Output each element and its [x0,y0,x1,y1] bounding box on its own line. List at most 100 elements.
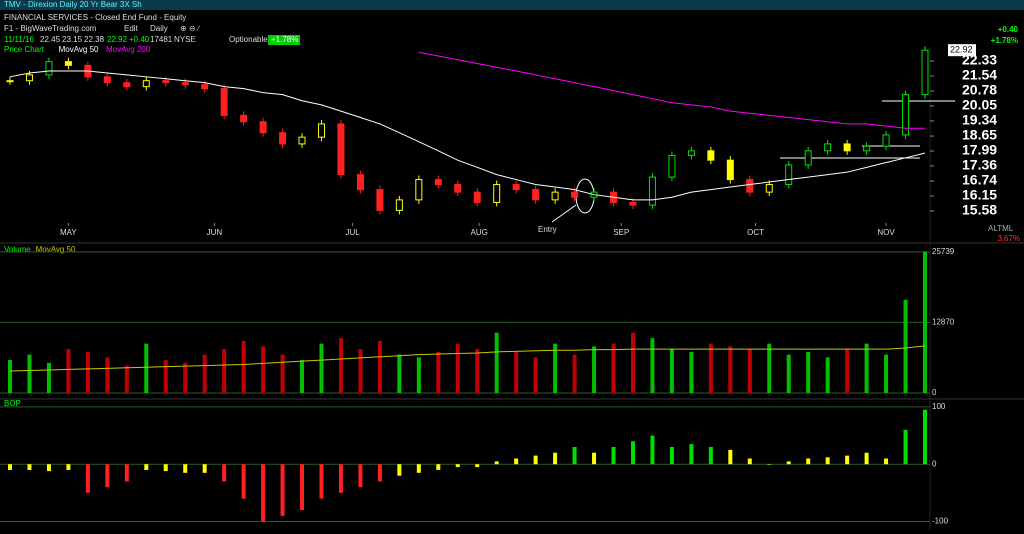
price-tick-label: 20.05 [962,97,997,113]
bop-bar [124,464,129,482]
volume-bar [553,343,558,393]
last-price-box [948,44,976,57]
candle [726,159,734,181]
bop-bar [728,449,733,465]
y-tick-label: 100 [932,402,946,411]
candle [687,150,695,156]
bop-bar [747,458,752,465]
candle [162,80,170,84]
right-change: +0.40 [998,25,1019,34]
bop-bar [261,464,266,522]
candle [337,123,345,176]
bop-bar [923,409,927,465]
candle [863,145,871,152]
annotation: Entry [538,225,557,234]
x-tick-label: JUN [207,228,223,237]
volume-bar [923,251,927,393]
y-tick-label: 0 [932,459,937,468]
volume-bar [747,349,752,393]
bop-bar [845,455,850,465]
candle [376,189,384,211]
candle [356,174,364,191]
candle [473,191,481,203]
volume-bar [845,349,850,393]
candle [201,84,209,90]
candle [921,49,929,96]
volume-bar [514,351,519,393]
candle [707,150,715,161]
period[interactable]: Daily [150,24,168,33]
price-tick-label: 19.34 [962,112,997,128]
candle [25,74,33,82]
edit-button[interactable]: Edit [124,24,139,33]
bop-bar [884,458,889,465]
price-tick-label: 20.78 [962,82,997,98]
exchange: NYSE [174,35,196,44]
legend-entry: MovAvg 50 [36,245,76,254]
tools[interactable]: ⊕ ⊖ ∕ [180,24,201,33]
volume-bar [358,349,363,393]
volume-bar [455,343,460,393]
x-tick-label: MAY [60,228,77,237]
volume-bar [241,340,246,393]
volume-bar [338,338,343,393]
volume-bar [377,340,382,393]
moving-average [9,345,926,372]
volume-bar [66,349,71,393]
bop-bar [592,452,597,465]
candle [843,143,851,152]
bop-bar [455,464,460,468]
sector: FINANCIAL SERVICES - Closed End Fund - E… [4,13,186,22]
bop-bar [241,464,246,499]
volume-bar [728,346,733,393]
volume-bar [416,357,421,393]
volume-bar [669,349,674,393]
moving-average [9,70,926,201]
volume-bar [202,354,207,393]
candle [765,184,773,193]
candle [668,154,676,178]
bop-bar [280,464,285,516]
optionable: Optionable [229,35,268,44]
bop-bar [163,464,168,472]
candle [454,184,462,193]
layout[interactable]: F1 - BigWaveTrading.com [4,24,97,33]
symbol: TMV - Direxion Daily 20 Yr Bear 3X Sh [4,0,142,9]
high: 23.15 [62,35,83,44]
legend-entry: MovAvg 50 [59,45,99,54]
change-pct: +1.78% [271,35,298,44]
candle [902,94,910,136]
change: +0.40 [129,35,150,44]
bop-bar [144,464,149,470]
bop-bar [8,464,12,470]
volume-bar [650,338,655,393]
candle [648,176,656,206]
bop-bar [611,447,616,465]
bop-bar [689,444,694,465]
y-tick-label: 12870 [932,318,955,327]
candle [64,61,72,66]
title-bar [0,0,1024,10]
bop-bar [494,461,499,465]
bop-bar [650,435,655,465]
volume-bar [222,349,227,393]
candle [512,184,520,191]
volume-bar [85,351,90,393]
candle [123,82,131,88]
bop-bar [436,464,441,470]
open: 22.45 [40,35,61,44]
bop-bar [572,447,577,465]
volume-bar [630,332,635,393]
volume-bar [183,362,188,393]
bop-bar [903,429,908,465]
bop-bar [514,458,519,465]
price-tick-label: 17.99 [962,142,997,158]
candle [824,143,832,152]
legend-entry: MovAvg 200 [106,45,151,54]
candle [395,199,403,211]
bop-bar [319,464,324,499]
bop-bar [767,464,772,465]
candle [6,80,14,83]
right-pct: +1.78% [991,36,1018,45]
candle [220,88,228,116]
